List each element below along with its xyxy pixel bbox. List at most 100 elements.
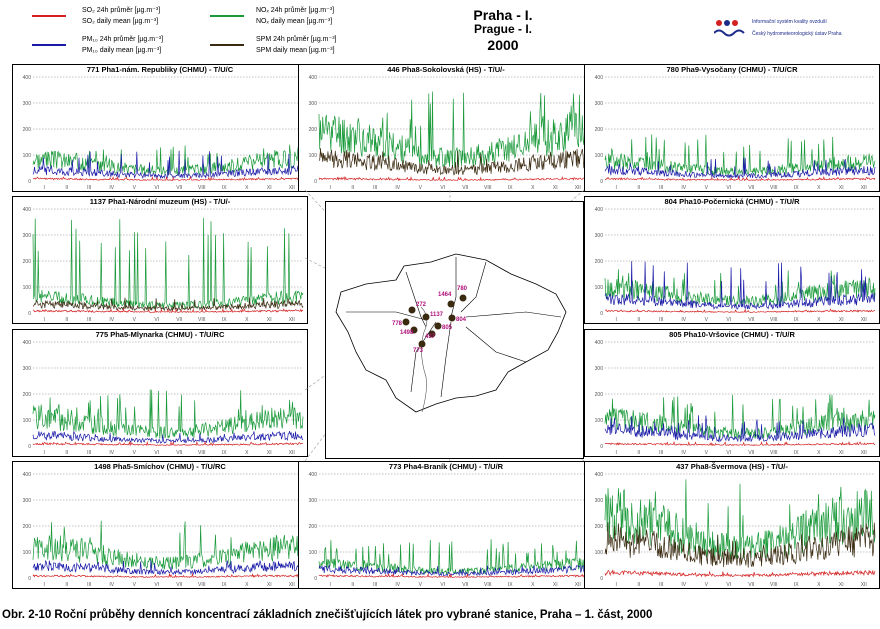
- series-line-so2: [604, 569, 876, 578]
- x-tick-label: IX: [794, 185, 799, 191]
- y-tick-label: 300: [309, 498, 318, 504]
- y-tick-label: 200: [309, 524, 318, 530]
- x-tick-label: VII: [748, 185, 754, 191]
- x-tick-label: I: [616, 582, 617, 588]
- x-tick-label: VIII: [770, 185, 778, 191]
- x-tick-label: XI: [267, 317, 272, 323]
- y-tick-label: 0: [600, 444, 603, 450]
- x-tick-label: X: [531, 582, 535, 588]
- y-tick-label: 100: [595, 285, 604, 291]
- series-line-nox: [32, 144, 304, 176]
- x-tick-label: VIII: [198, 317, 206, 323]
- x-tick-label: IV: [109, 317, 114, 323]
- x-tick-label: IV: [395, 185, 400, 191]
- x-tick-label: I: [616, 317, 617, 323]
- y-tick-label: 0: [600, 311, 603, 317]
- x-tick-label: V: [705, 185, 709, 191]
- y-tick-label: 0: [28, 444, 31, 450]
- series-line-pm10: [604, 415, 876, 443]
- x-tick-label: XI: [267, 582, 272, 588]
- y-tick-label: 0: [28, 311, 31, 317]
- legend-swatch-spm: [210, 44, 244, 46]
- y-tick-label: 400: [309, 472, 318, 478]
- map-station-272-marker: [408, 306, 416, 314]
- y-tick-label: 400: [595, 75, 604, 81]
- series-line-pm10: [604, 157, 876, 179]
- map-station-773: 773: [413, 348, 424, 354]
- x-tick-label: III: [659, 582, 663, 588]
- map-station-804: 804: [456, 317, 467, 323]
- y-tick-label: 200: [595, 127, 604, 133]
- x-tick-label: XI: [267, 185, 272, 191]
- x-tick-label: IV: [109, 582, 114, 588]
- chart-title: 775 Pha5-Mlynarka (CHMU) - T/U/RC: [95, 330, 225, 339]
- x-tick-label: I: [330, 582, 331, 588]
- x-tick-label: III: [87, 317, 91, 323]
- y-tick-label: 0: [28, 576, 31, 582]
- x-tick-label: XII: [861, 450, 867, 456]
- y-tick-label: 0: [314, 179, 317, 185]
- series-line-nox: [318, 91, 590, 168]
- map-station-437: 437: [425, 334, 436, 340]
- y-tick-label: 300: [23, 101, 32, 107]
- x-tick-label: IX: [794, 582, 799, 588]
- x-tick-label: V: [419, 582, 423, 588]
- y-tick-label: 400: [595, 340, 604, 346]
- map-station-1464: 1464: [438, 292, 452, 298]
- legend-label-pm10-en: PM₁₀ daily mean [µg.m⁻³]: [82, 47, 162, 54]
- series-line-nox: [604, 134, 876, 177]
- x-tick-label: X: [817, 317, 821, 323]
- map-station-1464-marker: [447, 300, 455, 308]
- chart-panel-437: 437 Pha8-Švermova (HS) - T/U/- 0 100 200 30…: [584, 461, 880, 589]
- map-station-1498: 1498: [400, 330, 414, 336]
- x-tick-label: XI: [839, 185, 844, 191]
- x-tick-label: II: [65, 185, 68, 191]
- y-tick-label: 400: [595, 207, 604, 213]
- series-line-nox: [32, 520, 304, 570]
- x-tick-label: V: [705, 582, 709, 588]
- x-tick-label: VII: [748, 450, 754, 456]
- series-line-so2: [605, 308, 876, 314]
- x-tick-label: IX: [222, 185, 227, 191]
- y-tick-label: 100: [23, 550, 32, 556]
- y-tick-label: 300: [595, 366, 604, 372]
- x-tick-label: XI: [839, 450, 844, 456]
- x-tick-label: XII: [861, 317, 867, 323]
- x-tick-label: IV: [681, 450, 686, 456]
- x-tick-label: IX: [794, 317, 799, 323]
- series-line-nox: [318, 539, 590, 575]
- x-tick-label: X: [245, 450, 249, 456]
- x-tick-label: IX: [222, 317, 227, 323]
- y-tick-label: 200: [23, 127, 32, 133]
- x-tick-label: II: [351, 185, 354, 191]
- x-tick-label: VIII: [770, 450, 778, 456]
- map-station-778-marker: [402, 318, 410, 326]
- x-tick-label: V: [705, 317, 709, 323]
- series-line-so2: [32, 176, 304, 181]
- legend-swatch-so2: [32, 15, 66, 17]
- x-tick-label: VIII: [198, 582, 206, 588]
- x-tick-label: XII: [575, 582, 581, 588]
- map-station-804-marker: [448, 314, 456, 322]
- y-tick-label: 200: [595, 392, 604, 398]
- x-tick-label: VI: [726, 185, 731, 191]
- x-tick-label: VI: [154, 185, 159, 191]
- x-tick-label: II: [65, 582, 68, 588]
- legend-swatch-nox: [210, 15, 244, 17]
- x-tick-label: III: [87, 185, 91, 191]
- y-tick-label: 200: [23, 524, 32, 530]
- x-tick-label: VI: [726, 317, 731, 323]
- chart-panel-773: 773 Pha4-Braník (CHMU) - T/U/R 0 100 200 30…: [298, 461, 594, 589]
- x-tick-label: I: [44, 317, 45, 323]
- legend-label-so2: SO₂ 24h průměr [µg.m⁻³]: [82, 7, 161, 14]
- series-line-pm10: [32, 150, 304, 180]
- series-line-so2: [318, 573, 590, 579]
- x-tick-label: II: [351, 582, 354, 588]
- y-tick-label: 200: [23, 392, 32, 398]
- x-tick-label: III: [373, 185, 377, 191]
- series-line-spm: [604, 522, 876, 568]
